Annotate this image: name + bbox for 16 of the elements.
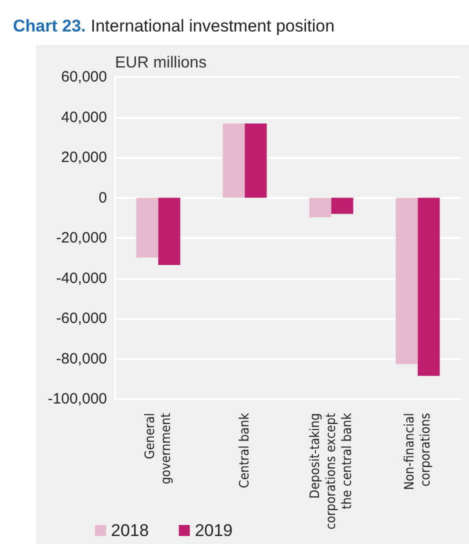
x-tick-label: Deposit-taking corporations except the central bank [308, 412, 355, 530]
y-tick-label: -40,000 [56, 270, 107, 287]
y-tick-label: 40,000 [61, 108, 107, 126]
y-tick-label: -100,000 [48, 390, 107, 408]
y-tick-label: -60,000 [56, 310, 107, 327]
y-tick-label: -80,000 [56, 350, 107, 368]
y-tick-label: -20,000 [56, 230, 107, 246]
y-tick-label: 20,000 [61, 149, 107, 166]
y-tick-label: 0 [98, 189, 107, 206]
legend-label: 2018 [111, 521, 149, 540]
legend-label: 2019 [194, 521, 233, 540]
chart-title: Chart 23. International investment position [13, 16, 335, 36]
y-tick-label: 60,000 [61, 68, 107, 86]
x-tick-label: General government [142, 412, 174, 484]
x-tick-label: Central bank [237, 412, 252, 488]
y-axis-title: EUR millions [115, 54, 207, 72]
